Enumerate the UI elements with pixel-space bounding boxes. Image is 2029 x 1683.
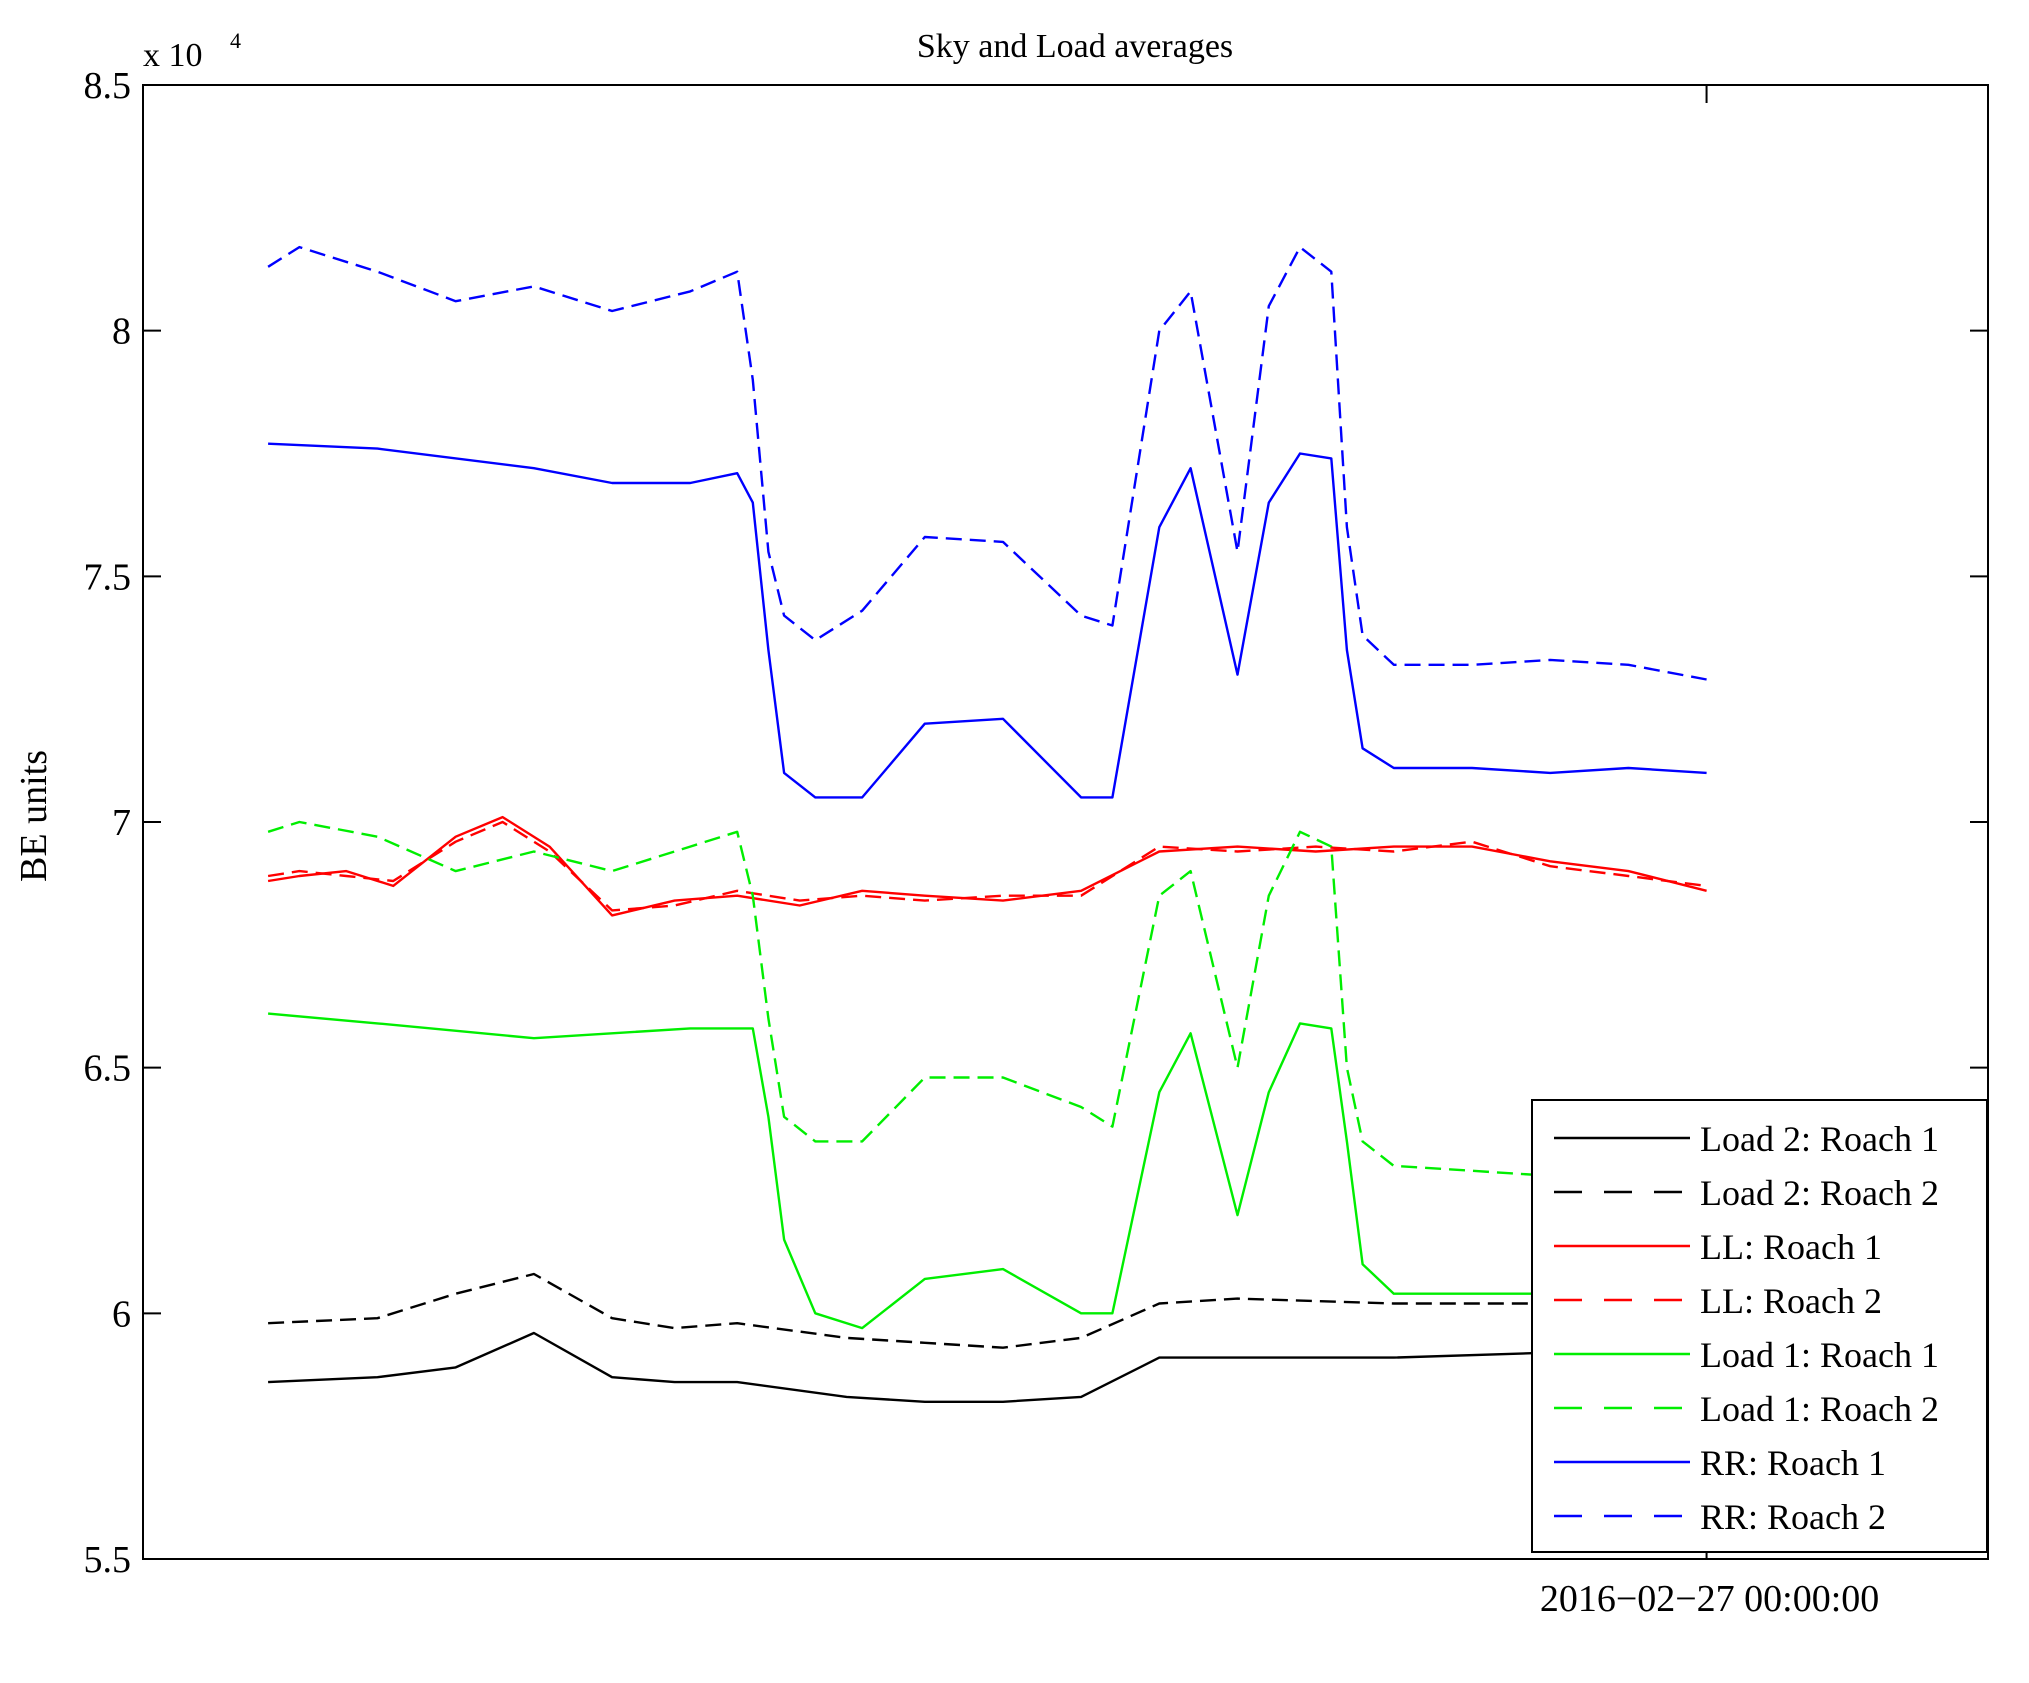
series-line-3	[267, 815, 1707, 917]
x-tick-label: 2016−02−27 00:00:00	[1540, 1578, 1879, 1620]
series-line-8	[267, 245, 1707, 681]
legend-label-7: RR: Roach 1	[1700, 1443, 1886, 1483]
plot-frame	[142, 84, 1989, 1560]
series-line-1	[268, 1331, 1707, 1404]
y-tick-label: 7.5	[84, 556, 132, 598]
y-tick-label: 8	[112, 311, 131, 353]
legend-label-6: Load 1: Roach 2	[1700, 1389, 1939, 1429]
legend-label-2: Load 2: Roach 2	[1700, 1173, 1939, 1213]
series-layer	[267, 245, 1707, 1404]
y-exponent-label: x 10 4	[143, 28, 241, 74]
y-tick-label: 7	[112, 802, 131, 844]
y-tick-label: 8.5	[84, 65, 132, 107]
series-line-7	[268, 442, 1707, 799]
legend-box	[1531, 1099, 1988, 1553]
y-tick-label: 6	[112, 1293, 131, 1335]
series-line-2	[268, 1272, 1707, 1349]
ticks-layer: 5.5 6 6.5 7 7.5 8 8.5 2016−02−27 00:00:00	[84, 65, 1988, 1620]
y-exponent-prefix: x 10	[143, 37, 203, 74]
series-line-6	[267, 820, 1629, 1182]
y-exponent-power: 4	[230, 28, 241, 53]
legend-label-3: LL: Roach 1	[1700, 1227, 1882, 1267]
chart-title: Sky and Load averages	[917, 28, 1233, 65]
series-line-5	[267, 1012, 1707, 1330]
legend-label-5: Load 1: Roach 1	[1700, 1335, 1939, 1375]
series-line-4	[267, 820, 1707, 912]
y-tick-label: 5.5	[84, 1539, 132, 1581]
legend: Load 2: Roach 1 Load 2: Roach 2 LL: Roach …	[1531, 1099, 1988, 1553]
legend-label-8: RR: Roach 2	[1700, 1497, 1886, 1537]
y-tick-label: 6.5	[84, 1048, 132, 1090]
legend-label-4: LL: Roach 2	[1700, 1281, 1882, 1321]
y-axis-label: BE units	[13, 750, 55, 882]
legend-label-1: Load 2: Roach 1	[1700, 1119, 1939, 1159]
